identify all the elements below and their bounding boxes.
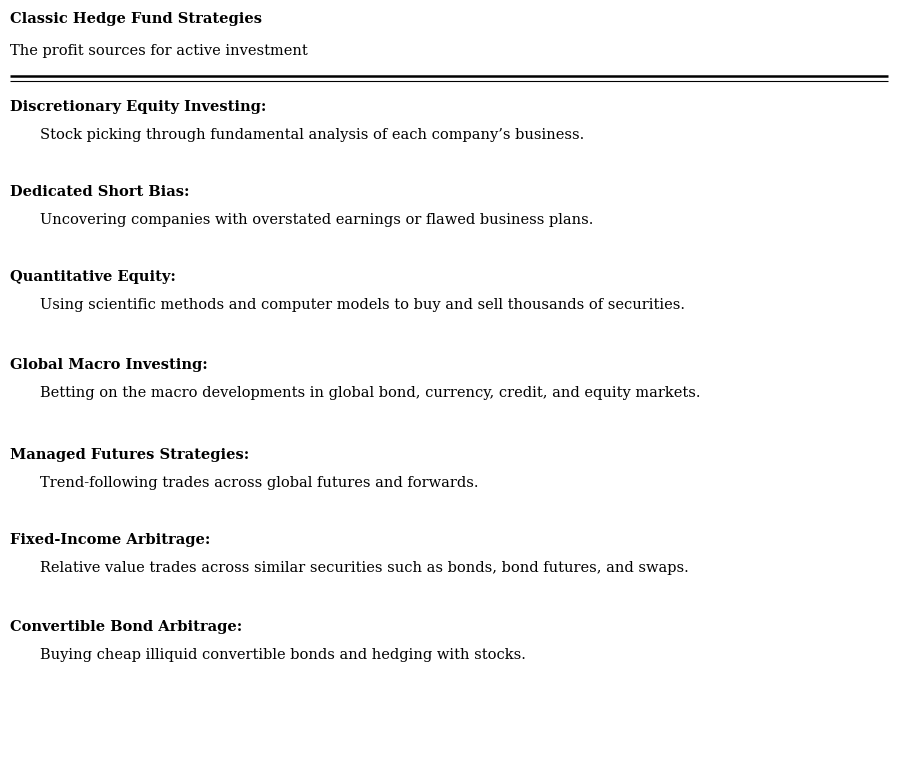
Text: Uncovering companies with overstated earnings or flawed business plans.: Uncovering companies with overstated ear…: [40, 213, 594, 227]
Text: Discretionary Equity Investing:: Discretionary Equity Investing:: [10, 100, 267, 114]
Text: Buying cheap illiquid convertible bonds and hedging with stocks.: Buying cheap illiquid convertible bonds …: [40, 648, 526, 662]
Text: Global Macro Investing:: Global Macro Investing:: [10, 358, 207, 372]
Text: Betting on the macro developments in global bond, currency, credit, and equity m: Betting on the macro developments in glo…: [40, 386, 700, 400]
Text: Managed Futures Strategies:: Managed Futures Strategies:: [10, 448, 250, 462]
Text: Quantitative Equity:: Quantitative Equity:: [10, 270, 176, 284]
Text: Dedicated Short Bias:: Dedicated Short Bias:: [10, 185, 189, 199]
Text: The profit sources for active investment: The profit sources for active investment: [10, 44, 308, 58]
Text: Classic Hedge Fund Strategies: Classic Hedge Fund Strategies: [10, 12, 262, 26]
Text: Trend-following trades across global futures and forwards.: Trend-following trades across global fut…: [40, 476, 479, 490]
Text: Convertible Bond Arbitrage:: Convertible Bond Arbitrage:: [10, 620, 242, 634]
Text: Fixed-Income Arbitrage:: Fixed-Income Arbitrage:: [10, 533, 210, 547]
Text: Stock picking through fundamental analysis of each company’s business.: Stock picking through fundamental analys…: [40, 128, 585, 142]
Text: Relative value trades across similar securities such as bonds, bond futures, and: Relative value trades across similar sec…: [40, 561, 689, 575]
Text: Using scientific methods and computer models to buy and sell thousands of securi: Using scientific methods and computer mo…: [40, 298, 685, 312]
